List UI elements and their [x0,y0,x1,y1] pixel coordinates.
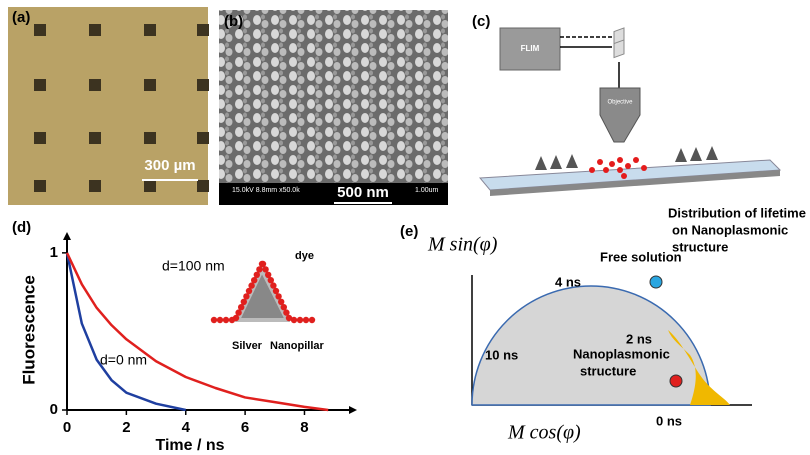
square [89,24,101,36]
annotation: Distribution of lifetime [668,205,806,220]
x-tick-label: 0 [63,419,71,436]
panel-d: (d) Time / ns Fluorescence dye Silver Na… [12,219,357,454]
scale-label: 500 nm [337,184,389,201]
dye-dot [297,317,303,323]
micrograph [8,7,208,205]
y-axis-label: Fluorescence [19,275,38,385]
panel-c: (c) FLIM Objective [472,13,780,196]
panel-b: 15.0kV 8.8mm x50.0k 1.00um 500 nm (b) [219,10,448,205]
arrow [349,406,357,414]
x-tick-label: 4 [182,419,191,436]
square [197,24,209,36]
series-label: d=100 nm [162,258,225,274]
panel-label: (e) [400,223,418,240]
y-tick-label: 0 [50,401,58,418]
arrow [63,232,71,240]
square [197,180,209,192]
annotation: 4 ns [555,274,581,289]
series-line [67,253,186,410]
square [89,180,101,192]
dye-dot [223,317,229,323]
square [89,79,101,91]
dye-dot [217,317,223,323]
square [144,24,156,36]
inset-label: Nanopillar [270,340,325,352]
square [144,180,156,192]
flim-label: FLIM [521,44,540,53]
free-point [650,276,662,288]
x-tick-label: 8 [300,419,308,436]
square [89,132,101,144]
dye-dot [229,317,235,323]
nano-point [670,375,682,387]
square [34,79,46,91]
dye-dot [260,261,266,267]
sem-image [219,10,448,205]
dye-dot [291,317,297,323]
objective [600,88,640,142]
x-axis-label: M cos(φ) [507,422,581,444]
panel-label: (b) [224,13,243,30]
x-tick-label: 6 [241,419,249,436]
mirror [614,40,624,58]
dye-dot [303,317,309,323]
annotation: on Nanoplasmonic [672,222,788,237]
series-label: d=0 nm [100,352,147,368]
annotation: Free solution [600,249,682,264]
dye-dot [211,317,217,323]
x-axis-label: Time / ns [155,437,224,454]
dye-dot [309,317,315,323]
panel-a: (a) 300 µm [8,7,209,205]
inset-label: dye [295,250,314,262]
x-tick-label: 2 [122,419,130,436]
annotation: 0 ns [656,413,682,428]
objective-label: Objective [607,100,633,106]
annotation: 10 ns [485,347,518,362]
y-axis-label: M sin(φ) [427,234,498,256]
annotation: Nanoplasmonic [573,346,670,361]
panel-label: (d) [12,219,31,236]
panel-label: (c) [472,13,490,30]
series-line [67,253,328,410]
square [144,79,156,91]
sem-info: 15.0kV 8.8mm x50.0k [232,187,300,194]
inset-label: Silver [232,340,263,352]
figure: (a) 300 µm 15.0kV 8.8mm x50.0k 1.00um 50… [0,0,810,455]
inset: dye Silver Nanopillar [211,250,325,352]
square [144,132,156,144]
square [34,132,46,144]
square [34,24,46,36]
annotation: 2 ns [626,331,652,346]
panel-e: (e) M sin(φ) M cos(φ) Free solution 4 ns… [400,205,806,443]
annotation: structure [672,239,728,254]
square [197,79,209,91]
sem-scale: 1.00um [415,187,439,194]
scale-label: 300 µm [144,157,195,174]
square [34,180,46,192]
square [197,132,209,144]
panel-label: (a) [12,9,30,26]
y-tick-label: 1 [50,244,58,261]
annotation: structure [580,363,636,378]
